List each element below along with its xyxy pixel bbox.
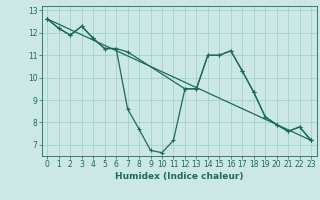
X-axis label: Humidex (Indice chaleur): Humidex (Indice chaleur): [115, 172, 244, 181]
